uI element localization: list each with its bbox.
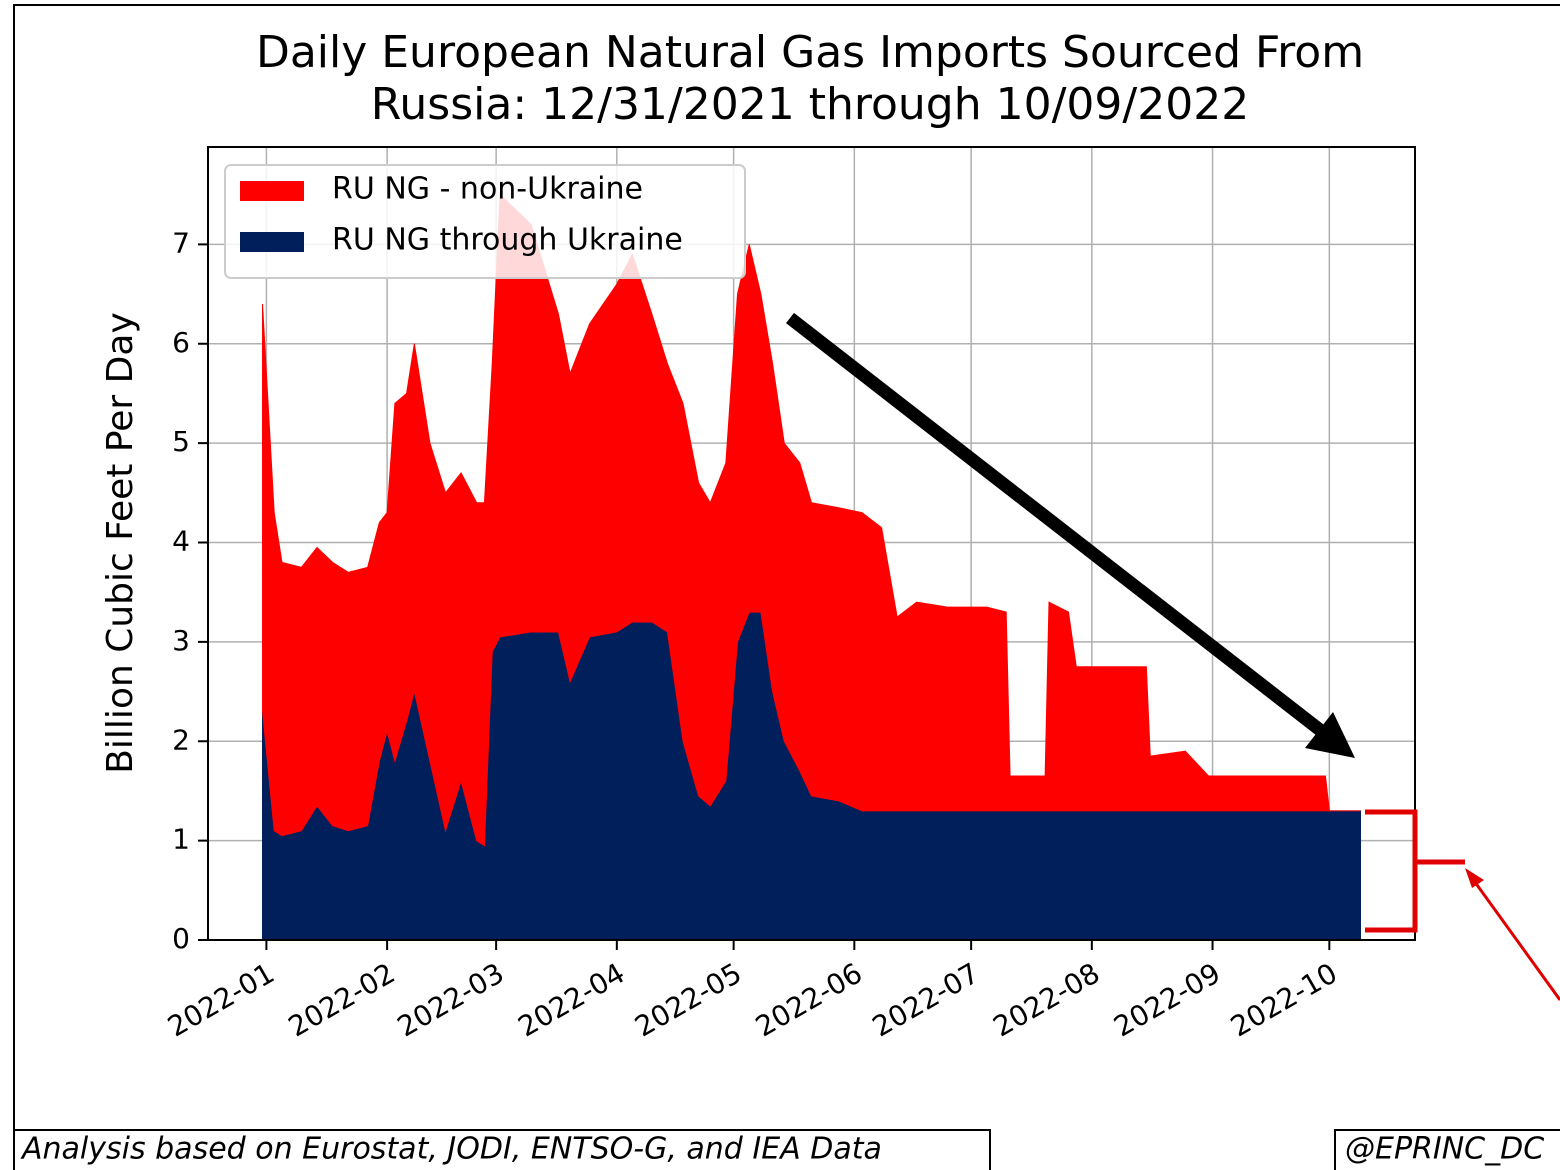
x-tick-label: 2022-09 bbox=[1108, 956, 1226, 1043]
x-tick-label: 2022-06 bbox=[750, 956, 868, 1043]
y-axis-label: Billion Cubic Feet Per Day bbox=[100, 312, 141, 774]
bracket bbox=[1365, 809, 1418, 933]
y-tick-label: 0 bbox=[172, 922, 190, 955]
y-tick-label: 6 bbox=[172, 326, 190, 359]
footer-box bbox=[13, 1129, 991, 1170]
y-tick-label: 4 bbox=[172, 525, 190, 558]
legend: RU NG - non-Ukraine RU NG through Ukraine bbox=[224, 164, 746, 279]
y-tick-label: 2 bbox=[172, 723, 190, 756]
overlay: Analysis based on Eurostat, JODI, ENTSO-… bbox=[13, 312, 1560, 1170]
x-tick-label: 2022-04 bbox=[512, 956, 630, 1043]
trend-arrow-head bbox=[1305, 712, 1355, 758]
x-tick-label: 2022-03 bbox=[392, 956, 510, 1043]
legend-box bbox=[224, 164, 746, 279]
x-tick-label: 2022-02 bbox=[283, 956, 401, 1043]
figure-frame bbox=[13, 4, 1560, 1170]
y-tick-label: 7 bbox=[172, 226, 190, 259]
y-tick-label: 5 bbox=[172, 425, 190, 458]
footer-box bbox=[1334, 1129, 1560, 1170]
footer-right: @EPRINC_DC bbox=[1345, 1132, 1544, 1167]
y-tick-label: 3 bbox=[172, 624, 190, 657]
footer-left: Analysis based on Eurostat, JODI, ENTSO-… bbox=[20, 1132, 882, 1167]
x-tick-label: 2022-01 bbox=[162, 956, 280, 1043]
x-tick-label: 2022-05 bbox=[629, 956, 747, 1043]
pointer-arrow-head bbox=[1465, 868, 1484, 888]
x-tick-label: 2022-08 bbox=[988, 956, 1106, 1043]
area bbox=[262, 193, 1361, 847]
y-tick-label: 1 bbox=[172, 823, 190, 856]
x-tick-label: 2022-10 bbox=[1225, 956, 1343, 1043]
x-tick-label: 2022-07 bbox=[867, 956, 985, 1043]
chart-title: Daily European Natural Gas Imports Sourc… bbox=[256, 27, 1364, 78]
pointer-arrow bbox=[1470, 877, 1560, 1001]
legend-label: RU NG through Ukraine bbox=[332, 223, 683, 258]
trend-arrow bbox=[786, 312, 1324, 736]
chart-title: Russia: 12/31/2021 through 10/09/2022 bbox=[371, 79, 1249, 130]
legend-label: RU NG - non-Ukraine bbox=[332, 172, 643, 207]
legend-swatch bbox=[240, 181, 304, 201]
legend-swatch bbox=[240, 232, 304, 252]
